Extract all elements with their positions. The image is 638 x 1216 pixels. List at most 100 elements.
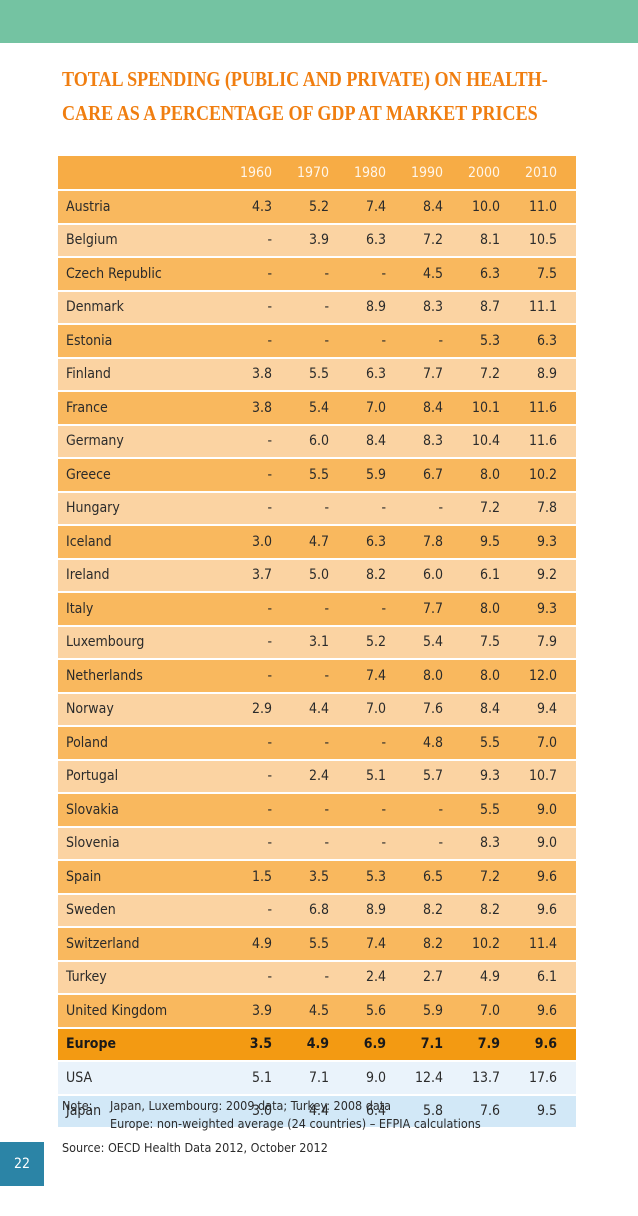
country-cell: Slovenia xyxy=(66,835,120,852)
value-cell: 4.5 xyxy=(422,265,443,282)
value-cell: 7.7 xyxy=(422,366,443,383)
page-title: TOTAL SPENDING (PUBLIC AND PRIVATE) ON H… xyxy=(62,62,548,130)
top-color-band xyxy=(0,0,638,43)
value-cell: 4.9 xyxy=(306,1036,329,1053)
value-cell: - xyxy=(381,265,386,282)
notes: Note: Japan, Luxembourg: 2009 data; Turke… xyxy=(62,1097,481,1133)
value-cell: 2.4 xyxy=(365,969,386,986)
value-cell: 10.5 xyxy=(528,232,557,249)
table-row: Denmark - - 8.9 8.3 8.7 11.1 xyxy=(58,289,576,323)
value-cell: 9.3 xyxy=(536,600,557,617)
value-cell: 7.2 xyxy=(422,232,443,249)
table-row: Ireland 3.7 5.0 8.2 6.0 6.1 9.2 xyxy=(58,557,576,591)
value-cell: 9.5 xyxy=(479,533,500,550)
table-row: Hungary - - - - 7.2 7.8 xyxy=(58,490,576,524)
country-cell: Europe xyxy=(66,1036,117,1053)
value-cell: 8.0 xyxy=(479,600,500,617)
value-cell: - xyxy=(324,500,329,517)
value-cell: 6.7 xyxy=(422,466,443,483)
country-cell: United Kingdom xyxy=(66,1002,168,1019)
value-cell: - xyxy=(267,801,272,818)
value-cell: 5.7 xyxy=(422,768,443,785)
value-cell: - xyxy=(324,734,329,751)
country-cell: Slovakia xyxy=(66,801,119,818)
value-cell: 5.3 xyxy=(365,868,386,885)
value-cell: 5.8 xyxy=(422,1103,443,1120)
japan-row: Japan 3.0 4.4 6.4 5.8 7.6 9.5 xyxy=(58,1093,576,1127)
value-cell: 6.3 xyxy=(365,533,386,550)
table-row: Turkey - - 2.4 2.7 4.9 6.1 xyxy=(58,959,576,993)
note-label: Note: xyxy=(62,1098,93,1113)
header-year: 2000 xyxy=(467,164,500,181)
value-cell: 6.5 xyxy=(422,868,443,885)
value-cell: 4.3 xyxy=(251,198,272,215)
title-line-2: CARE AS A PERCENTAGE OF GDP AT MARKET PR… xyxy=(62,101,538,125)
value-cell: 10.0 xyxy=(471,198,500,215)
value-cell: 8.0 xyxy=(479,466,500,483)
value-cell: 4.8 xyxy=(422,734,443,751)
table-row: Spain 1.5 3.5 5.3 6.5 7.2 9.6 xyxy=(58,859,576,893)
table-row: Norway 2.9 4.4 7.0 7.6 8.4 9.4 xyxy=(58,691,576,725)
value-cell: - xyxy=(324,667,329,684)
value-cell: 9.0 xyxy=(536,801,557,818)
value-cell: 3.5 xyxy=(249,1036,272,1053)
table-row: Slovenia - - - - 8.3 9.0 xyxy=(58,825,576,859)
value-cell: - xyxy=(267,466,272,483)
value-cell: - xyxy=(267,433,272,450)
value-cell: 7.7 xyxy=(422,600,443,617)
value-cell: 6.3 xyxy=(365,232,386,249)
value-cell: 11.4 xyxy=(528,935,557,952)
value-cell: - xyxy=(267,332,272,349)
value-cell: 7.5 xyxy=(479,634,500,651)
table-row: Switzerland 4.9 5.5 7.4 8.2 10.2 11.4 xyxy=(58,926,576,960)
value-cell: 8.0 xyxy=(479,667,500,684)
value-cell: 10.4 xyxy=(471,433,500,450)
value-cell: 5.2 xyxy=(308,198,329,215)
value-cell: 9.6 xyxy=(534,1036,557,1053)
value-cell: 5.4 xyxy=(422,634,443,651)
country-cell: Japan xyxy=(66,1103,102,1120)
value-cell: - xyxy=(438,500,443,517)
health-spending-table: 1960 1970 1980 1990 2000 2010 Austria 4.3… xyxy=(58,156,576,1127)
value-cell: - xyxy=(324,265,329,282)
value-cell: 10.1 xyxy=(471,399,500,416)
value-cell: 3.7 xyxy=(251,567,272,584)
value-cell: 6.1 xyxy=(479,567,500,584)
table-row: Estonia - - - - 5.3 6.3 xyxy=(58,323,576,357)
value-cell: - xyxy=(381,332,386,349)
value-cell: 17.6 xyxy=(528,1069,557,1086)
value-cell: - xyxy=(381,500,386,517)
value-cell: - xyxy=(267,299,272,316)
value-cell: - xyxy=(267,667,272,684)
value-cell: - xyxy=(267,902,272,919)
value-cell: - xyxy=(324,835,329,852)
value-cell: 8.9 xyxy=(365,299,386,316)
value-cell: 8.2 xyxy=(422,902,443,919)
value-cell: 7.4 xyxy=(365,667,386,684)
table-row: Italy - - - 7.7 8.0 9.3 xyxy=(58,591,576,625)
country-cell: Spain xyxy=(66,868,102,885)
page-number: 22 xyxy=(0,1142,44,1186)
value-cell: 10.2 xyxy=(471,935,500,952)
value-cell: 3.1 xyxy=(308,634,329,651)
value-cell: 3.0 xyxy=(251,533,272,550)
table-row: Slovakia - - - - 5.5 9.0 xyxy=(58,792,576,826)
value-cell: 11.0 xyxy=(528,198,557,215)
value-cell: 7.2 xyxy=(479,500,500,517)
usa-row: USA 5.1 7.1 9.0 12.4 13.7 17.6 xyxy=(58,1060,576,1094)
country-cell: Hungary xyxy=(66,500,120,517)
value-cell: 3.8 xyxy=(251,399,272,416)
value-cell: 5.5 xyxy=(308,466,329,483)
value-cell: 6.0 xyxy=(422,567,443,584)
value-cell: 11.6 xyxy=(528,399,557,416)
value-cell: - xyxy=(267,265,272,282)
value-cell: 7.6 xyxy=(422,701,443,718)
table-row: Austria 4.3 5.2 7.4 8.4 10.0 11.0 xyxy=(58,189,576,223)
value-cell: 5.1 xyxy=(365,768,386,785)
table-header-row: 1960 1970 1980 1990 2000 2010 xyxy=(58,156,576,189)
value-cell: - xyxy=(381,734,386,751)
value-cell: 3.9 xyxy=(308,232,329,249)
value-cell: - xyxy=(267,768,272,785)
country-cell: Greece xyxy=(66,466,111,483)
value-cell: 13.7 xyxy=(471,1069,500,1086)
